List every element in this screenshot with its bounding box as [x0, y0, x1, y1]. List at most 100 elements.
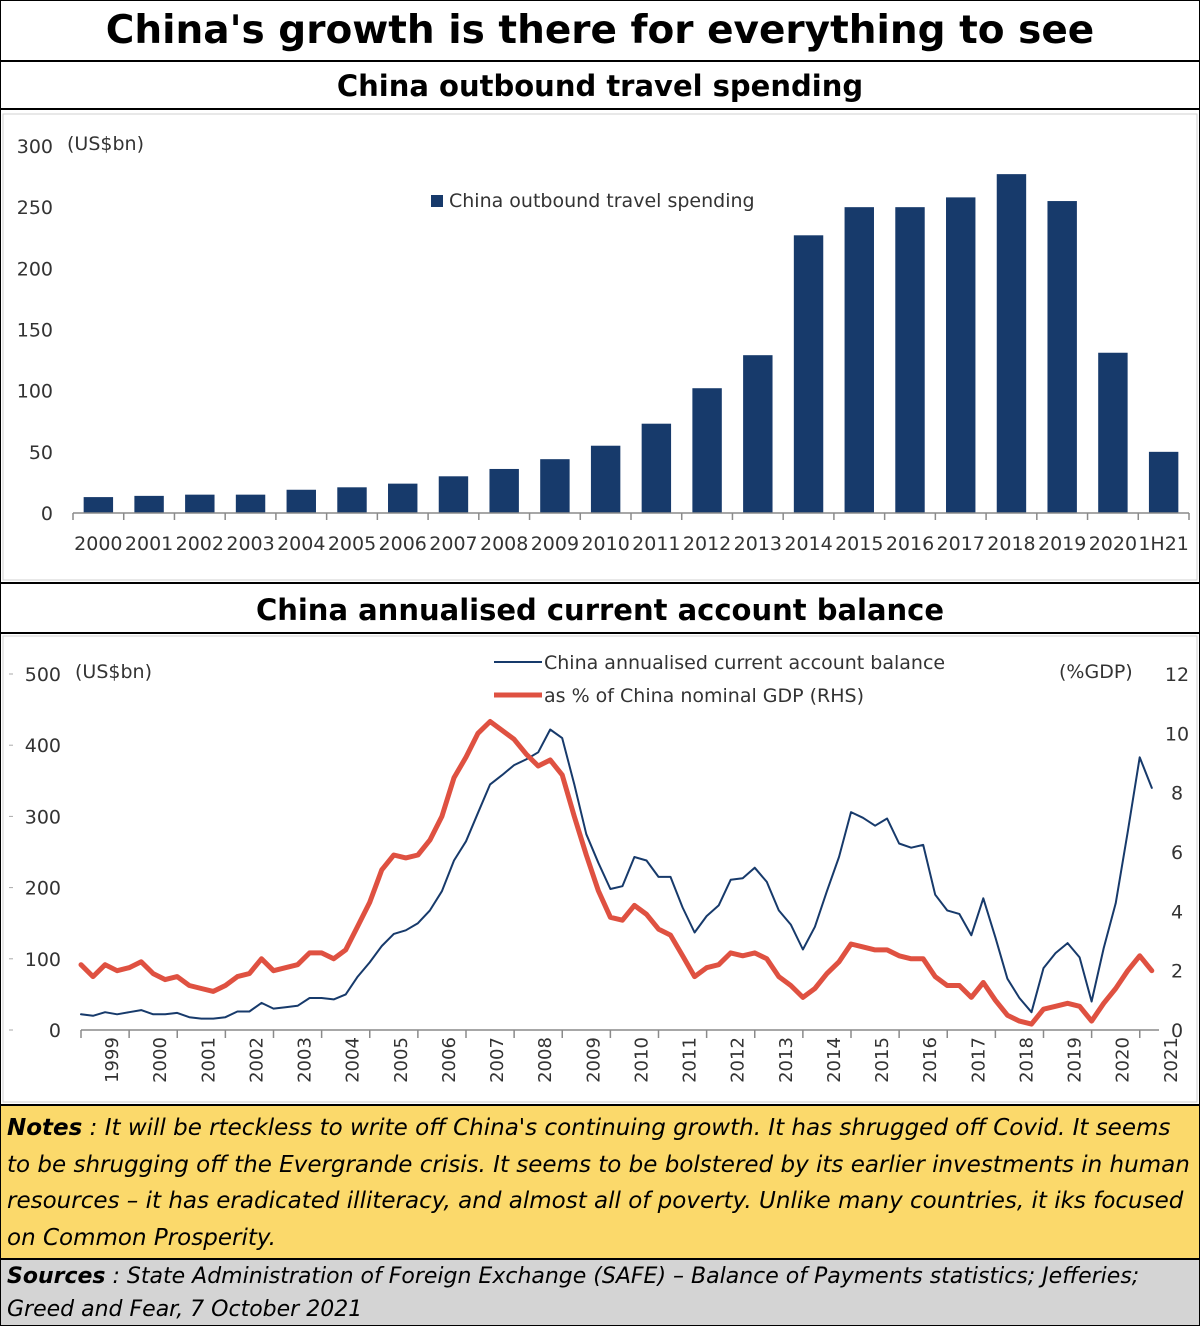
chart1-bar: [692, 388, 722, 513]
chart1-bar: [641, 423, 672, 513]
chart1-xtick-label: 2001: [125, 533, 173, 555]
chart1-ytick-label: 50: [29, 442, 53, 464]
chart2-xtick-label: 2003: [295, 1037, 316, 1083]
chart1-plot-border: [2, 113, 1198, 581]
chart2-legend-label-balance: China annualised current account balance: [544, 652, 945, 674]
chart1-xtick-label: 2003: [226, 533, 274, 555]
sources-label: Sources: [7, 1264, 106, 1289]
chart2-y2tick-label: 0: [1171, 1020, 1183, 1042]
page-title: China's growth is there for everything t…: [1, 0, 1199, 62]
chart1-bar: [83, 497, 114, 513]
chart1-ytick-label: 150: [17, 320, 53, 342]
chart1-xtick-label: 2005: [328, 533, 376, 555]
chart1-bar: [185, 494, 215, 513]
chart1-ytick-label: 100: [17, 381, 53, 403]
chart1-bar: [895, 207, 925, 513]
chart2-xtick-label: 2002: [246, 1037, 267, 1083]
chart2-ytick-label: 0: [49, 1020, 61, 1042]
chart2-y2tick-label: 12: [1165, 664, 1189, 686]
chart1-bar: [1148, 451, 1179, 513]
chart1-xtick-label: 2002: [176, 533, 224, 555]
chart2-y2tick-label: 4: [1171, 901, 1183, 923]
chart1-xtick-label: 2008: [480, 533, 528, 555]
chart1-xtick-label: 2010: [581, 533, 629, 555]
chart1-xtick-label: 2006: [379, 533, 427, 555]
chart1-legend-swatch: [431, 195, 443, 207]
chart1-bar: [844, 207, 874, 513]
chart1-xtick-label: 2014: [784, 533, 832, 555]
chart2-ytick-label: 500: [25, 664, 61, 686]
chart1-bar: [438, 476, 469, 513]
chart1-bar: [996, 174, 1027, 513]
chart1-bar: [743, 355, 773, 513]
chart1-bar: [489, 468, 519, 513]
chart2-xtick-label: 2008: [535, 1037, 556, 1083]
chart1-unit-label: (US$bn): [67, 133, 144, 155]
current-account-chart: (US$bn) (%GDP) China annualised current …: [2, 635, 1198, 1103]
chart2-xtick-label: 2019: [1065, 1037, 1086, 1083]
chart1-ytick-label: 300: [17, 136, 53, 158]
chart2-ytick-label: 100: [25, 949, 61, 971]
chart2-xtick-label: 2011: [680, 1037, 701, 1083]
chart2-ytick-label: 300: [25, 806, 61, 828]
chart1-xtick-label: 2012: [683, 533, 731, 555]
chart2-xtick-label: 2013: [776, 1037, 797, 1083]
chart2-title: China annualised current account balance: [1, 582, 1199, 634]
chart1-xtick-label: 2009: [531, 533, 579, 555]
chart1-ytick-label: 200: [17, 258, 53, 280]
chart1-xtick-label: 2007: [429, 533, 477, 555]
chart2-xtick-label: 2018: [1016, 1037, 1037, 1083]
chart1-xtick-label: 2011: [632, 533, 680, 555]
chart2-ytick-label: 400: [25, 735, 61, 757]
chart1-ytick-label: 250: [17, 197, 53, 219]
travel-spending-chart: (US$bn) China outbound travel spending 0…: [2, 113, 1198, 581]
chart2-ytick-label: 200: [25, 878, 61, 900]
chart2-y2tick-label: 2: [1171, 961, 1183, 983]
chart1-xtick-label: 2004: [277, 533, 325, 555]
chart1-bar: [388, 483, 418, 513]
chart2-xtick-label: 2017: [968, 1037, 989, 1083]
chart2-plot-border: [2, 635, 1198, 1103]
chart2-right-unit-label: (%GDP): [1059, 661, 1133, 683]
chart2-xtick-label: 2012: [728, 1037, 749, 1083]
chart1-xtick-label: 2019: [1038, 533, 1086, 555]
chart1-xtick-label: 2015: [835, 533, 883, 555]
chart2-xtick-label: 1999: [102, 1037, 123, 1083]
chart1-bar: [337, 487, 367, 513]
chart1-xtick-label: 2020: [1089, 533, 1137, 555]
chart1-ytick-label: 0: [41, 503, 53, 525]
chart1-xtick-label: 2016: [886, 533, 934, 555]
chart2-xtick-label: 2021: [1161, 1037, 1182, 1083]
chart2-xtick-label: 2016: [920, 1037, 941, 1083]
chart2-xtick-label: 2001: [198, 1037, 219, 1083]
chart2-xtick-label: 2014: [824, 1037, 845, 1083]
chart1-bar: [1047, 201, 1077, 514]
chart1-bar: [540, 459, 570, 513]
chart1-bar: [590, 445, 621, 513]
chart1-xtick-label: 2013: [734, 533, 782, 555]
chart2-xtick-label: 2015: [872, 1037, 893, 1083]
chart1-xtick-label: 2018: [987, 533, 1035, 555]
chart2-xtick-label: 2020: [1113, 1037, 1134, 1083]
chart2-left-unit-label: (US$bn): [75, 661, 152, 683]
chart2-xtick-label: 2006: [439, 1037, 460, 1083]
chart2-xtick-label: 2005: [391, 1037, 412, 1083]
notes-text: : It will be rteckless to write off Chin…: [7, 1115, 1190, 1251]
notes-box: Notes : It will be rteckless to write of…: [1, 1104, 1199, 1258]
chart2-legend-label-gdp: as % of China nominal GDP (RHS): [544, 685, 864, 707]
chart1-bar: [134, 495, 164, 513]
chart2-series-balance-line: [80, 728, 1153, 1020]
sources-text: : State Administration of Foreign Exchan…: [7, 1264, 1140, 1322]
chart2-xtick-label: 2004: [343, 1037, 364, 1083]
chart2-xtick-label: 2010: [631, 1037, 652, 1083]
chart1-bar: [235, 494, 266, 513]
chart2-series-gdp-line: [78, 719, 1155, 1027]
chart1-bar: [793, 235, 824, 513]
chart2-xtick-label: 2000: [150, 1037, 171, 1083]
sources-box: Sources : State Administration of Foreig…: [1, 1258, 1199, 1325]
chart2-xtick-label: 2009: [583, 1037, 604, 1083]
chart2-y2tick-label: 8: [1171, 783, 1183, 805]
chart1-xtick-label: 2017: [937, 533, 985, 555]
chart1-legend-label: China outbound travel spending: [449, 190, 755, 212]
chart1-xtick-label: 1H21: [1138, 533, 1189, 555]
